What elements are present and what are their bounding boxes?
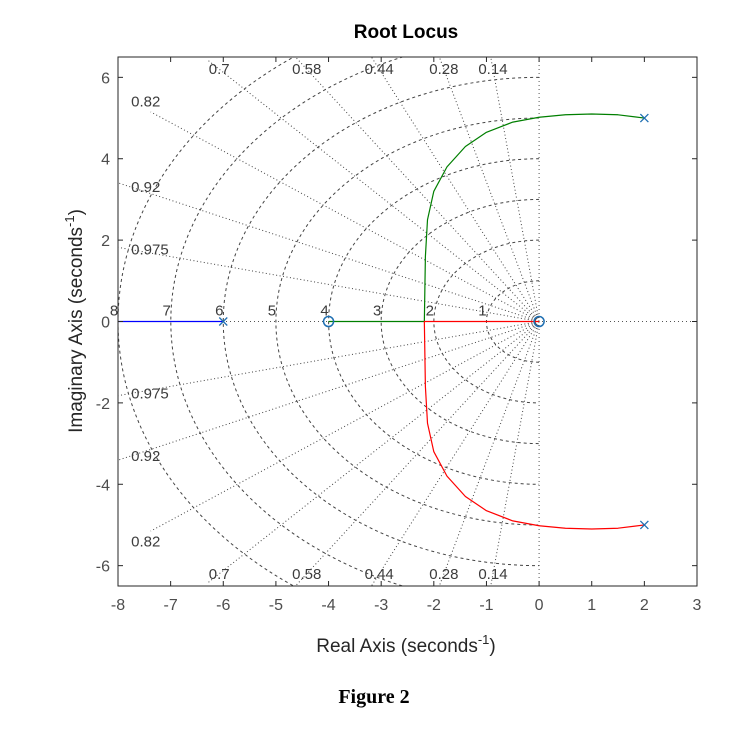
x-tick-label: 0: [535, 597, 544, 614]
zeta-label: 0.92: [131, 179, 160, 196]
wn-label: 1: [478, 303, 486, 320]
zeta-label: 0.28: [429, 61, 458, 78]
zeta-label: 0.58: [292, 61, 321, 78]
x-tick-label: 3: [693, 597, 702, 614]
zeta-label: 0.7: [209, 61, 230, 78]
chart-title: Root Locus: [354, 22, 459, 43]
x-axis-label: Real Axis (seconds-1): [316, 632, 495, 657]
x-tick-label: -5: [269, 597, 283, 614]
zeta-line: [150, 321, 540, 532]
pole-marker: [639, 113, 649, 123]
x-tick-label: -4: [321, 597, 335, 614]
pole-marker: [218, 317, 228, 326]
x-tick-label: -1: [479, 597, 493, 614]
wn-label: 5: [268, 303, 276, 320]
wn-label: 3: [373, 303, 381, 320]
figure-caption: Figure 2: [338, 686, 410, 708]
zeta-line: [207, 321, 540, 584]
y-tick-label: 2: [101, 233, 110, 250]
zeta-label: 0.58: [292, 566, 321, 583]
root-locus-chart: Root Locus 1 2 3 4 5 6 7 8 0.14 0.14 0.28 0.28 0.44 0…: [62, 22, 702, 657]
pole-zero-markers: [218, 113, 649, 530]
axis-ticks: -8 -7 -6 -5 -4 -3 -2 -1 0 1 2 3 -6 -4 -2 0 2 4 6: [96, 57, 702, 614]
zeta-label: 0.28: [429, 566, 458, 583]
wn-circle: [223, 76, 540, 567]
wn-circle: [380, 198, 540, 445]
y-tick-label: -2: [96, 396, 110, 413]
x-tick-label: 1: [587, 597, 596, 614]
zeta-line: [207, 59, 540, 322]
pole-marker: [639, 520, 649, 530]
x-tick-label: -8: [111, 597, 125, 614]
zeta-label: 0.14: [478, 566, 507, 583]
y-tick-label: -4: [96, 477, 110, 494]
y-tick-label: -6: [96, 559, 110, 576]
zeta-label: 0.14: [478, 61, 507, 78]
zeta-line: [118, 182, 540, 322]
x-tick-label: -3: [374, 597, 388, 614]
zeta-line: [118, 321, 540, 461]
zeta-label: 0.92: [131, 448, 160, 465]
locus-branch: [328, 113, 645, 323]
zero-marker: [322, 315, 335, 328]
x-tick-label: -2: [427, 597, 441, 614]
y-axis-label: Imaginary Axis (seconds-1): [62, 209, 87, 433]
x-tick-label: 2: [640, 597, 649, 614]
wn-label: 8: [110, 303, 118, 320]
zeta-line: [150, 111, 540, 322]
zero-marker: [533, 315, 545, 328]
zeta-label: 0.975: [131, 242, 169, 259]
zeta-label: 0.82: [131, 534, 160, 551]
zeta-label: 0.82: [131, 93, 160, 110]
zeta-label: 0.44: [365, 566, 394, 583]
locus-branch: [423, 320, 645, 530]
zeta-label: 0.7: [209, 566, 230, 583]
wn-label: 6: [215, 303, 223, 320]
wn-label: 2: [426, 303, 434, 320]
zeta-label: 0.44: [365, 61, 394, 78]
zeta-label: 0.975: [131, 385, 169, 402]
wn-circle: [275, 117, 540, 526]
wn-label: 4: [320, 303, 328, 320]
y-tick-label: 6: [101, 70, 110, 87]
sgrid-labels: 1 2 3 4 5 6 7 8 0.14 0.14 0.28 0.28 0.44 0.44 0.58 0.58…: [110, 61, 508, 583]
x-tick-label: -6: [216, 597, 230, 614]
y-tick-label: 4: [101, 152, 110, 169]
wn-label: 7: [162, 303, 170, 320]
locus-branches: [118, 113, 645, 530]
y-tick-label: 0: [101, 315, 110, 332]
x-tick-label: -7: [164, 597, 178, 614]
